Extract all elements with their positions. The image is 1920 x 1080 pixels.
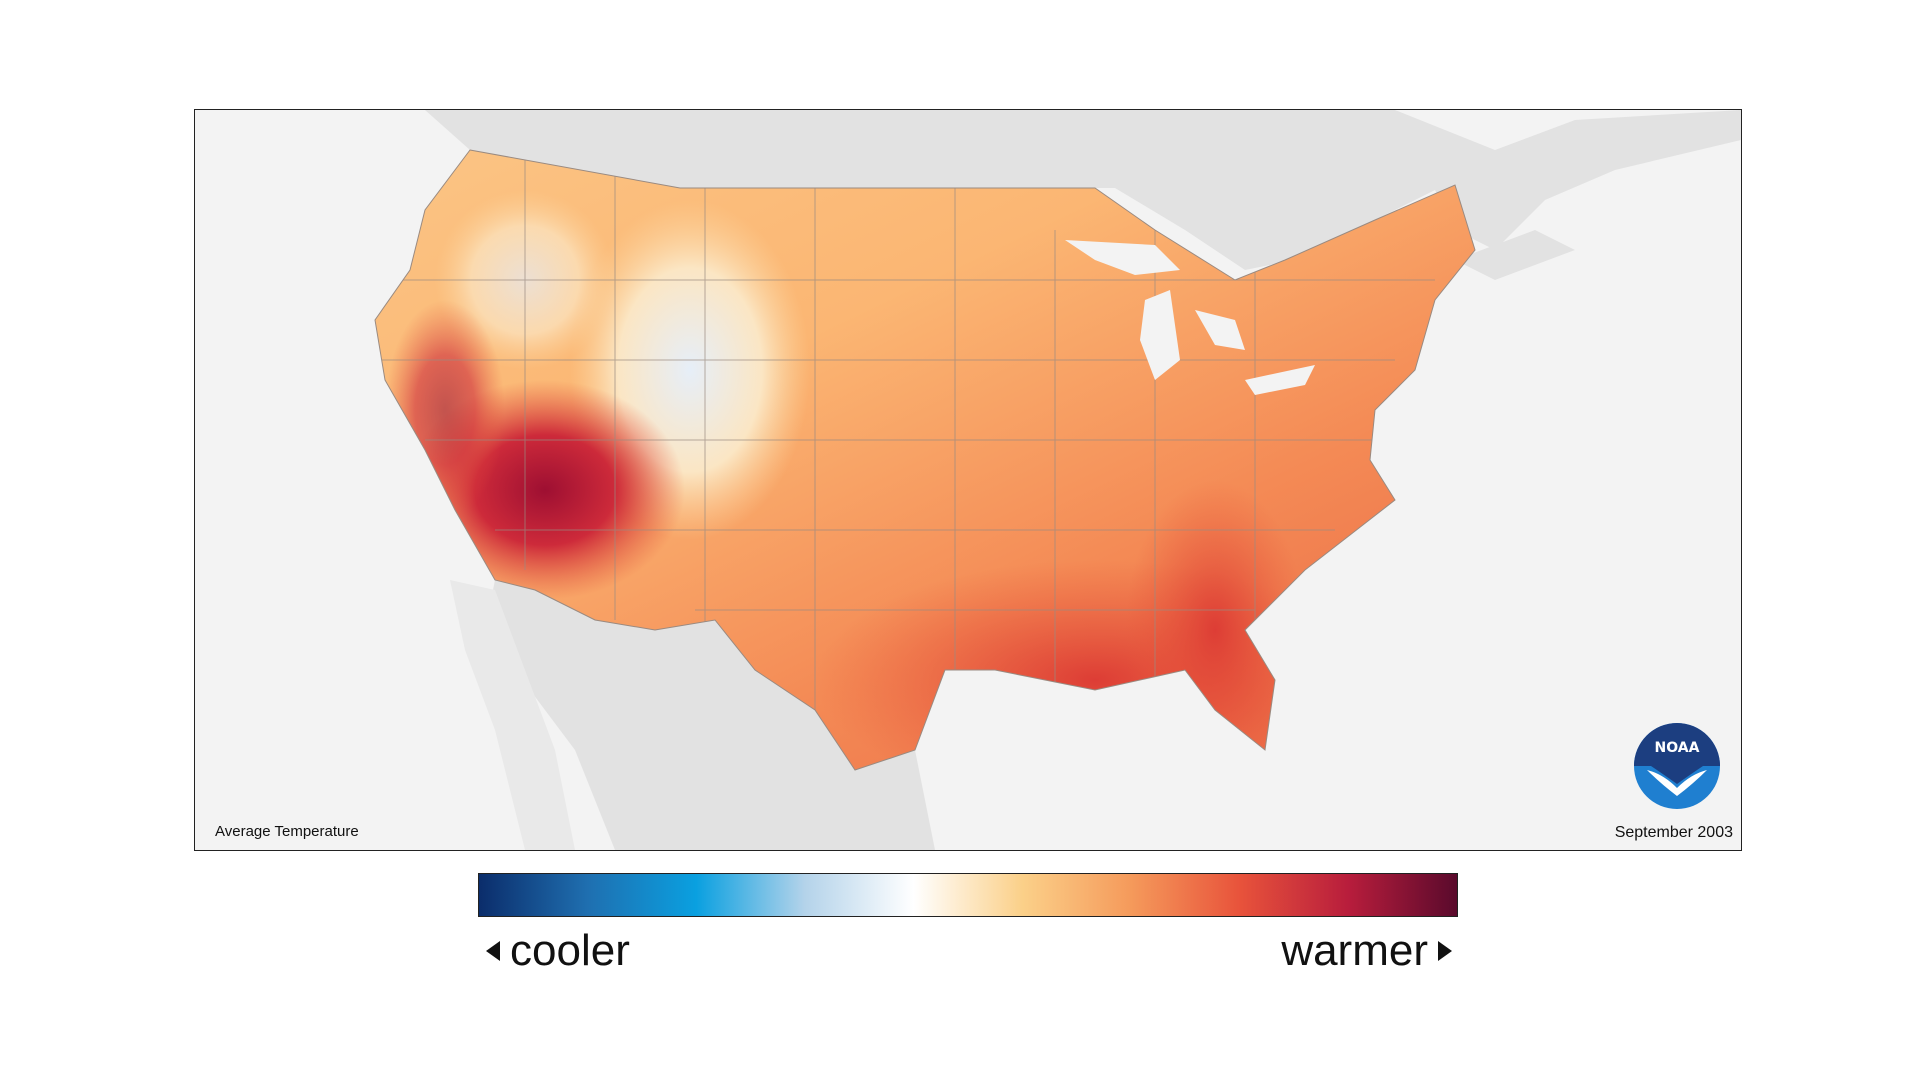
legend-gradient-bar bbox=[478, 873, 1458, 917]
us-temperature-map-graphic bbox=[374, 110, 1741, 850]
legend-cooler-label: cooler bbox=[510, 926, 630, 975]
canada-landmass bbox=[395, 110, 1741, 270]
legend-labels: cooler warmer bbox=[478, 923, 1460, 979]
baja-peninsula bbox=[450, 580, 575, 850]
temperature-map: Average Temperature September 2003 NOAA bbox=[194, 109, 1742, 851]
color-legend: cooler warmer bbox=[478, 873, 1460, 979]
noaa-logo: NOAA bbox=[1634, 723, 1720, 809]
legend-warmer: warmer bbox=[1281, 923, 1452, 979]
map-date: September 2003 bbox=[1614, 824, 1733, 841]
nova-scotia bbox=[1455, 230, 1575, 280]
arrow-right-icon bbox=[1438, 941, 1452, 961]
mexico-landmass bbox=[485, 580, 935, 850]
great-lakes bbox=[1065, 240, 1315, 395]
noaa-logo-text: NOAA bbox=[1655, 740, 1700, 756]
legend-warmer-label: warmer bbox=[1281, 926, 1428, 975]
map-title: Average Temperature bbox=[215, 823, 359, 840]
arrow-left-icon bbox=[486, 941, 500, 961]
legend-cooler: cooler bbox=[486, 923, 630, 979]
